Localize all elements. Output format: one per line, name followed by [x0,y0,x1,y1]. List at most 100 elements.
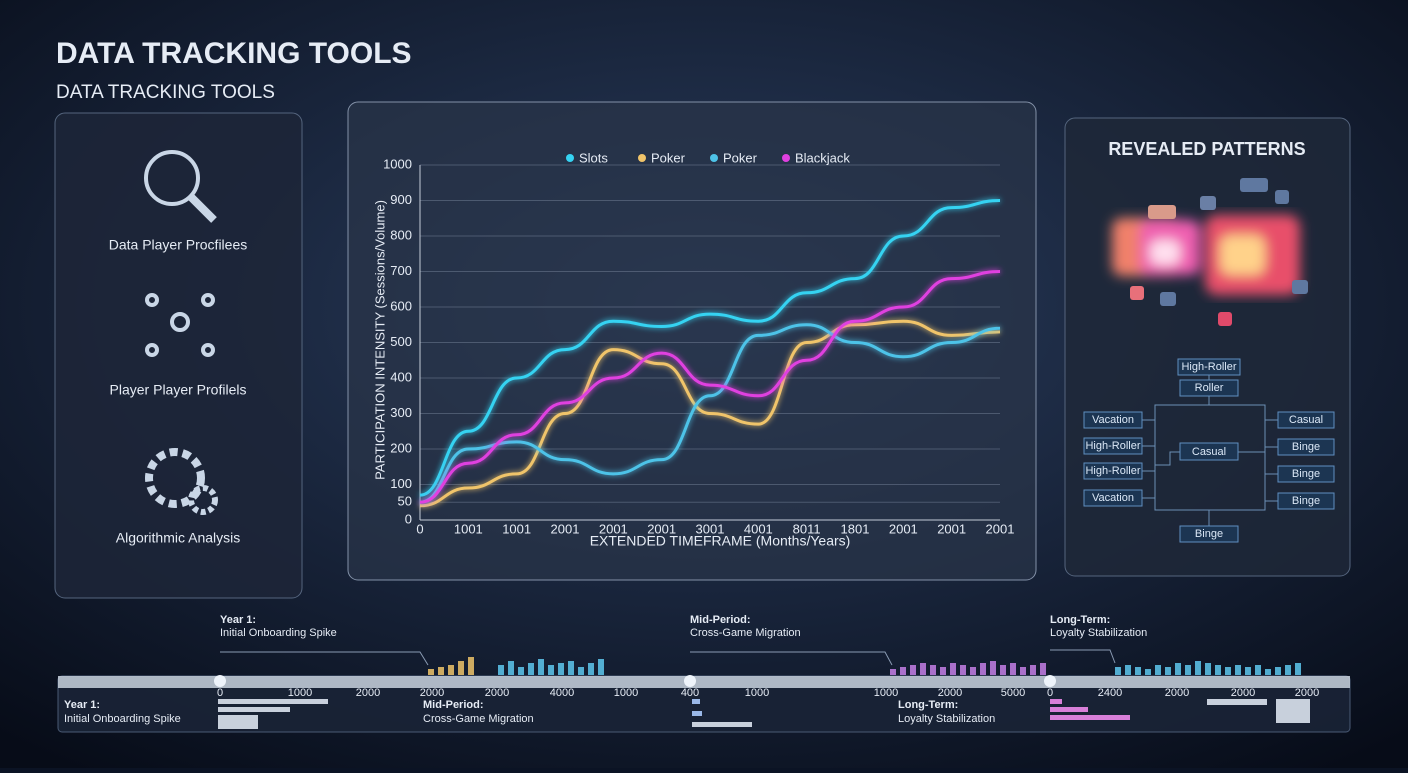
panel-bar [1276,699,1310,723]
node-label: Vacation [1092,414,1134,426]
chart: 0 50 100 200 300 400 500 600 700 800 900 1000 0 1001 1… [383,150,1014,536]
x-tick-label: 1801 [841,521,870,536]
mini-bar [1040,663,1046,675]
timeline-tick-label: 2000 [938,687,962,699]
mini-bar [1255,665,1261,675]
y-tick-label: 900 [390,192,412,207]
timeline-node [1044,675,1056,687]
gear-icon [145,448,205,508]
heat-tile [1160,292,1176,306]
tree-node: High-Roller [1083,437,1143,455]
tree-node: Vacation [1083,489,1143,507]
node-label: High-Roller [1085,440,1140,452]
node-box [1083,489,1143,507]
panel-bar [218,699,328,704]
panel-bar [218,707,290,712]
panel-bar [692,699,700,704]
tree-node: Binge [1179,525,1239,543]
panel-heading: Year 1: [64,699,100,711]
tree-node: Roller [1179,379,1239,397]
mini-bar [548,665,554,675]
x-axis-label: EXTENDED TIMEFRAME (Months/Years) [590,533,851,549]
node-label: Vacation [1092,492,1134,504]
mini-bar [598,659,604,675]
node-label: Casual [1289,414,1323,426]
panel-text: Initial Onboarding Spike [64,713,181,725]
node-box [1277,438,1335,456]
mini-bar [498,665,504,675]
mini-bar [558,663,564,675]
node-label: Binge [1195,528,1223,540]
x-tick-label: 2001 [986,521,1015,536]
heat-tile [1292,280,1308,294]
timeline-tick-label: 2000 [485,687,509,699]
mini-bar [1285,665,1291,675]
mini-bar [1205,663,1211,675]
left-item: Data Player Procfilees [109,237,248,253]
legend-label: Poker [723,150,758,165]
mini-bar [1195,661,1201,675]
panel-bar [692,711,702,716]
panel-text: Cross-Game Migration [423,713,534,725]
node-box [1179,525,1239,543]
x-tick-label: 2001 [889,521,918,536]
mini-bar [1295,663,1301,675]
node-label: Roller [1195,382,1224,394]
timeline-tick-label: 1000 [288,687,312,699]
heat-tiles [1130,178,1308,326]
timeline-tick-label: 5000 [1001,687,1025,699]
mini-bar [1225,667,1231,675]
x-tick-label: 1001 [502,521,531,536]
annotation-text: Loyalty Stabilization [1050,627,1147,639]
annotation-heading: Long-Term: [1050,614,1110,626]
y-axis-label: PARTICIPATION INTENSITY (Sessions/Volume… [372,200,387,480]
mini-bar [458,661,464,675]
network-icon [170,312,190,332]
mini-bar [1275,667,1281,675]
node-box [1177,358,1241,376]
annotation-leader [220,649,1116,666]
y-tick-label: 800 [390,227,412,242]
timeline-tick-label: 2000 [1165,687,1189,699]
mini-bar [910,665,916,675]
legend-label: Blackjack [795,150,850,165]
mini-bar [528,663,534,675]
timeline-tick-label: 2400 [1098,687,1122,699]
timeline-node [684,675,696,687]
timeline-tick-label: 1000 [614,687,638,699]
mini-bar [900,667,906,675]
timeline-tick-label: 400 [681,687,699,699]
y-tick-label: 400 [390,369,412,384]
timeline-node [214,675,226,687]
title: DATA TRACKING TOOLS [56,37,412,70]
mini-bar [940,667,946,675]
node-label: High-Roller [1181,361,1236,373]
mini-bars [428,657,1301,675]
legend-marker [782,154,790,162]
tree-node: Binge [1277,465,1335,483]
x-tick-label: 3001 [696,521,725,536]
annotation-heading: Year 1: [220,614,256,626]
node-label: Binge [1292,441,1320,453]
node-box [1083,462,1143,480]
subtitle: DATA TRACKING TOOLS [56,82,275,103]
timeline-tick-label: 2000 [420,687,444,699]
mini-bar [1175,663,1181,675]
timeline-tick-label: 2000 [1231,687,1255,699]
gear-icon [188,485,218,515]
y-tick-label: 200 [390,440,412,455]
icons [144,150,218,515]
mini-bar [1265,669,1271,675]
left-item: Algorithmic Analysis [116,530,241,546]
heat-tile [1200,196,1216,210]
panel-heading: Long-Term: [898,699,958,711]
mini-bar [1155,665,1161,675]
series-line [419,199,1001,497]
mini-bar [428,669,434,675]
node-label: High-Roller [1085,465,1140,477]
node-box [1277,492,1335,510]
heatmap [1112,215,1300,295]
mini-bar [890,669,896,675]
